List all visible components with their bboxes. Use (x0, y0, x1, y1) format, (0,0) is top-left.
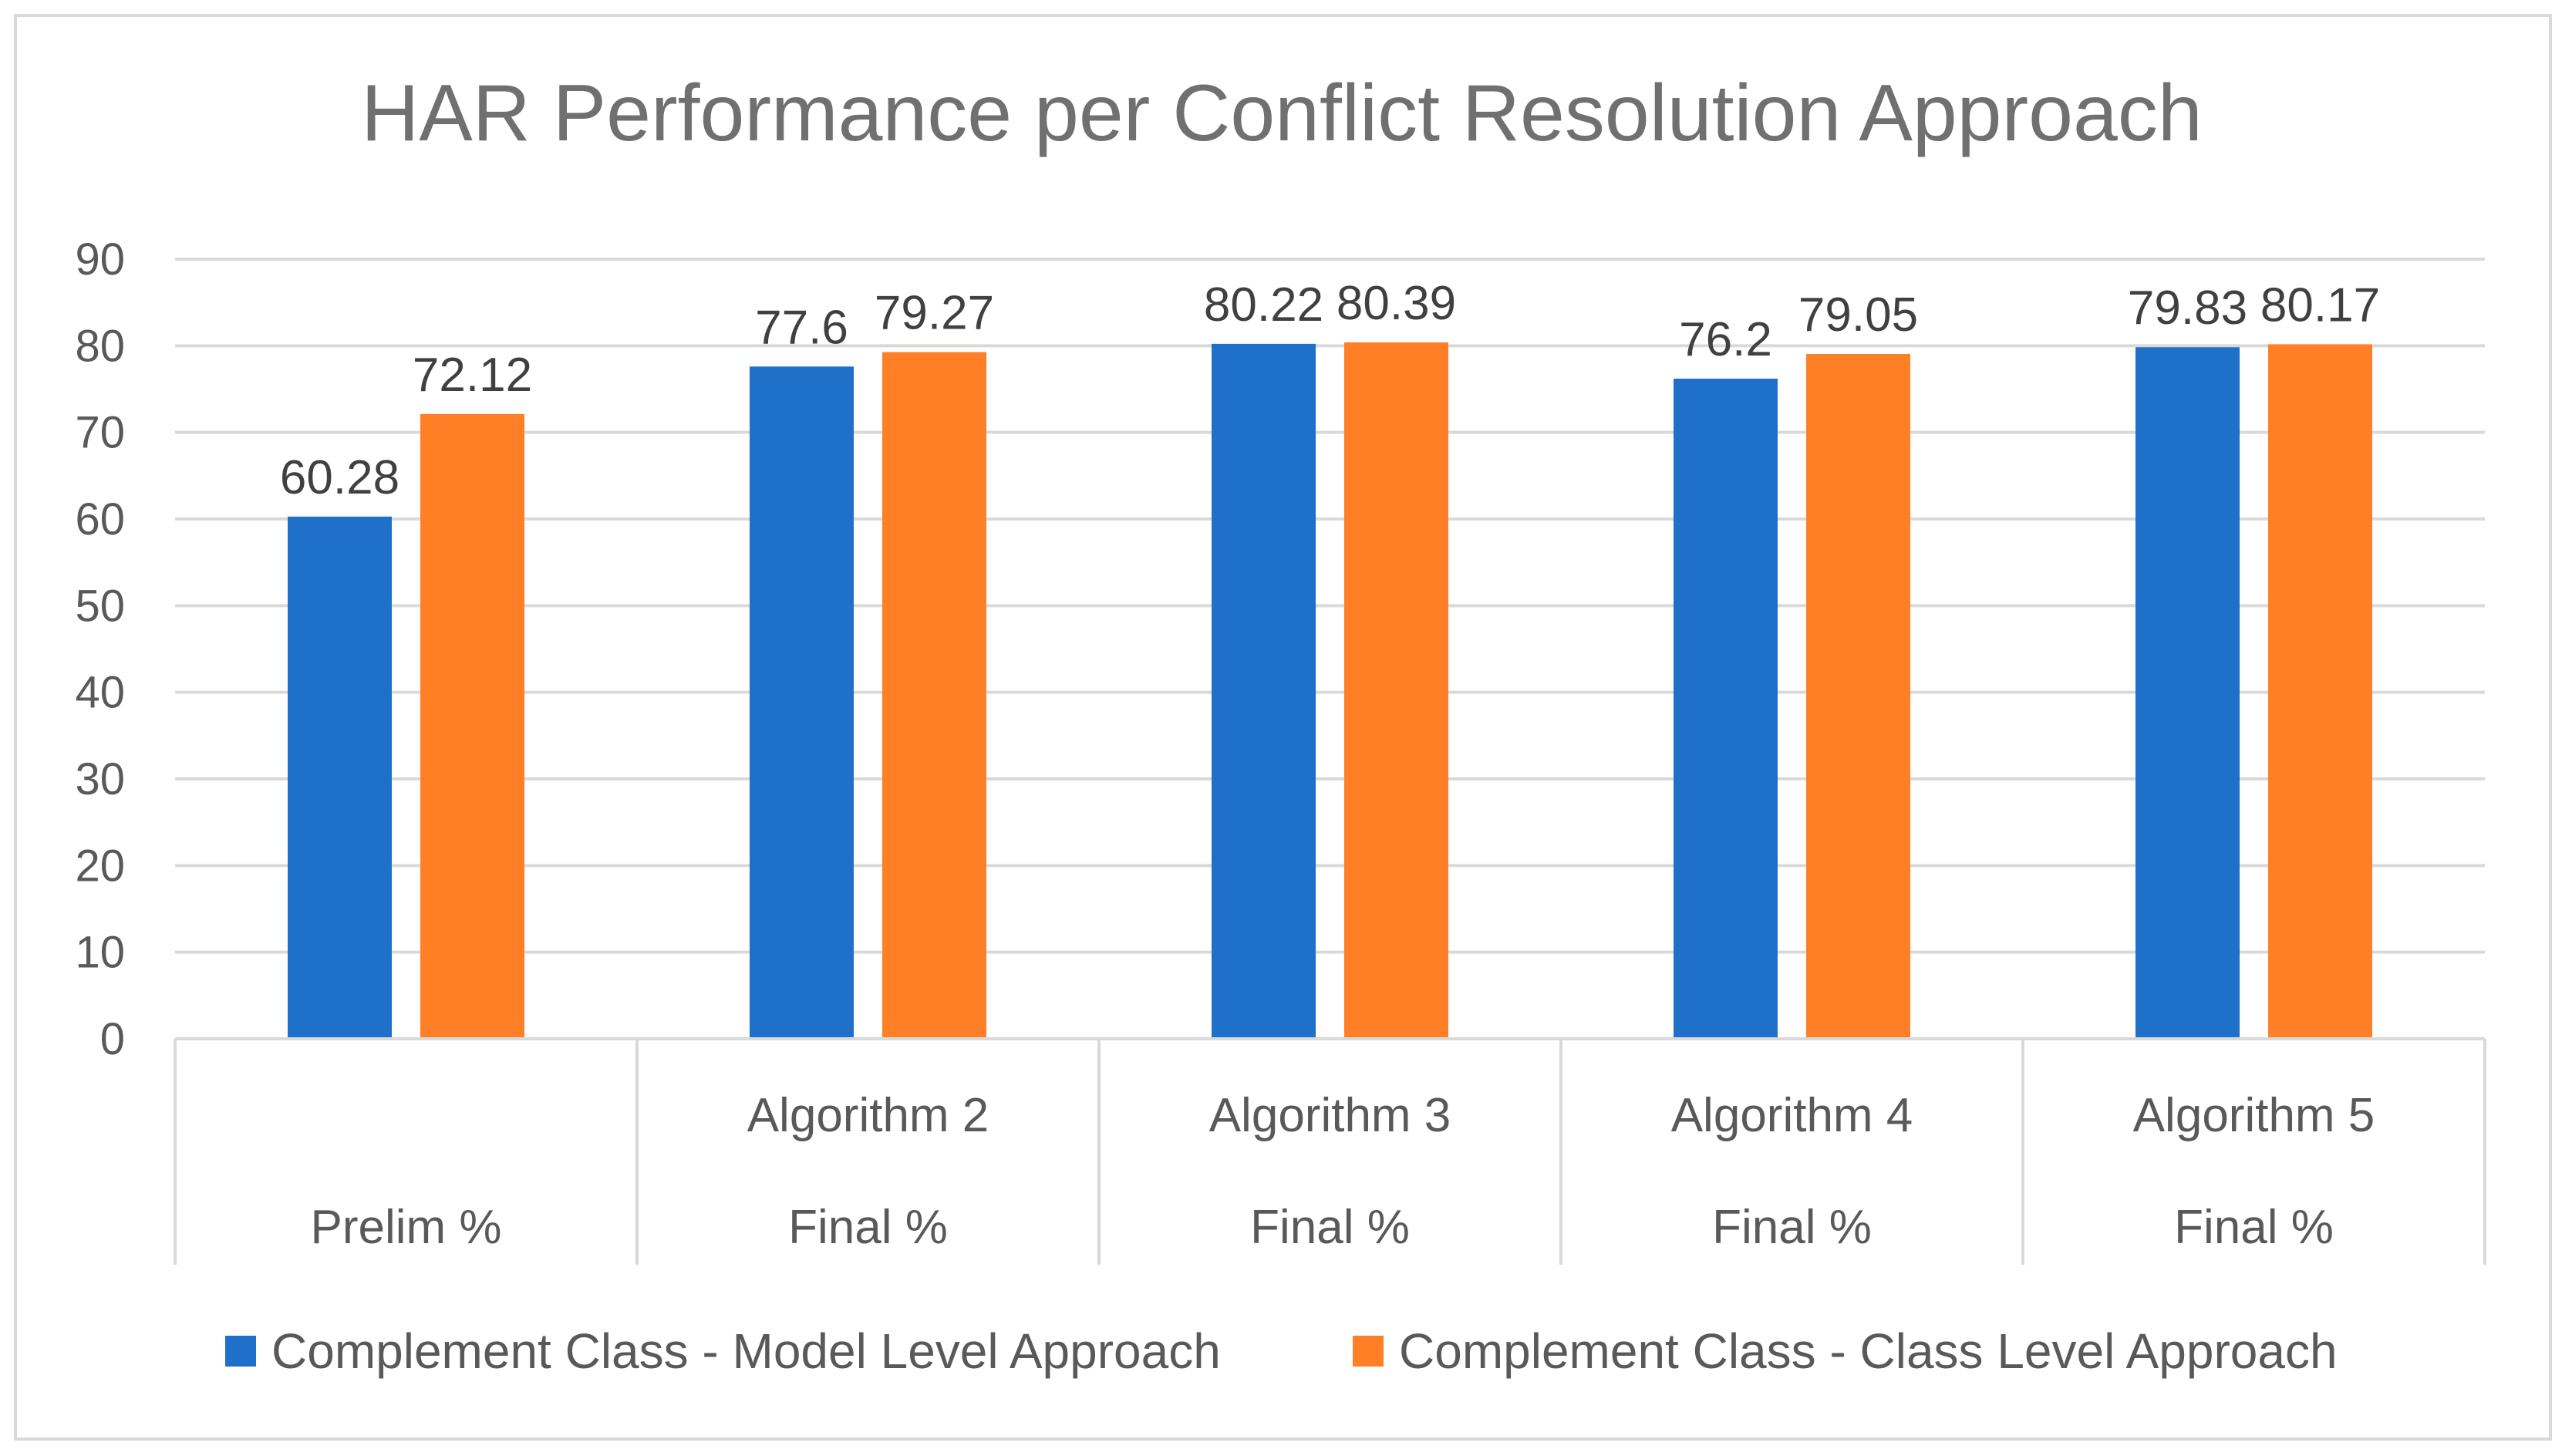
bar-class-level-1 (882, 352, 986, 1039)
data-labels: 60.28 72.12 77.6 79.27 80.22 80.39 76.2 79.05 79… (280, 277, 2380, 504)
y-tick-label: 10 (75, 928, 125, 978)
x-subcategory-label: Final % (1712, 1201, 1872, 1254)
data-label: 79.83 (2128, 281, 2247, 335)
y-axis-ticks: 0 10 20 30 40 50 60 70 80 90 (75, 234, 125, 1064)
x-axis: Prelim % Algorithm 2 Final % Algorithm 3 Fin… (174, 1037, 2486, 1265)
chart-frame: HAR Performance per Conflict Resolution … (14, 14, 2552, 1441)
y-tick-label: 50 (75, 581, 125, 631)
bar-model-level-0 (288, 516, 392, 1039)
x-category-label: Algorithm 4 (1671, 1089, 1913, 1142)
legend-label: Complement Class - Class Level Approach (1399, 1323, 2338, 1379)
y-tick-label: 0 (100, 1014, 125, 1064)
bar-class-level-4 (2268, 344, 2372, 1039)
legend-swatch (225, 1336, 256, 1367)
x-subcategory-label: Final % (2174, 1201, 2334, 1254)
x-subcategory-label: Prelim % (310, 1201, 501, 1254)
bar-chart: HAR Performance per Conflict Resolution … (75, 69, 2486, 1379)
x-subcategory-label: Final % (1250, 1201, 1410, 1254)
bar-model-level-4 (2135, 347, 2240, 1039)
bar-class-level-0 (420, 413, 524, 1039)
y-tick-label: 80 (75, 321, 125, 371)
data-label: 80.17 (2260, 278, 2380, 332)
x-subcategory-label: Final % (788, 1201, 948, 1254)
y-tick-label: 30 (75, 754, 125, 804)
legend-label: Complement Class - Model Level Approach (271, 1323, 1221, 1379)
data-label: 60.28 (280, 451, 399, 504)
x-category-label: Algorithm 3 (1209, 1089, 1451, 1142)
data-label: 76.2 (1679, 313, 1772, 366)
legend-swatch (1353, 1336, 1384, 1367)
bars (288, 342, 2372, 1039)
y-tick-label: 70 (75, 408, 125, 458)
y-tick-label: 90 (75, 234, 125, 285)
data-label: 79.27 (875, 287, 994, 340)
bar-model-level-1 (750, 366, 854, 1039)
legend: Complement Class - Model Level Approach C… (225, 1323, 2338, 1379)
bar-class-level-2 (1344, 342, 1448, 1039)
data-label: 80.39 (1337, 277, 1456, 330)
data-label: 72.12 (413, 349, 532, 402)
y-tick-label: 60 (75, 494, 125, 544)
bar-class-level-3 (1806, 354, 1910, 1039)
y-tick-label: 20 (75, 841, 125, 891)
data-label: 79.05 (1798, 288, 1918, 342)
bar-model-level-3 (1674, 379, 1778, 1039)
bar-model-level-2 (1212, 343, 1316, 1039)
data-label: 80.22 (1204, 278, 1323, 332)
data-label: 77.6 (755, 301, 848, 354)
gridlines (175, 258, 2485, 954)
x-category-label: Algorithm 5 (2133, 1089, 2375, 1142)
y-tick-label: 40 (75, 668, 125, 718)
x-category-label: Algorithm 2 (747, 1089, 989, 1142)
chart-title: HAR Performance per Conflict Resolution … (361, 69, 2202, 158)
